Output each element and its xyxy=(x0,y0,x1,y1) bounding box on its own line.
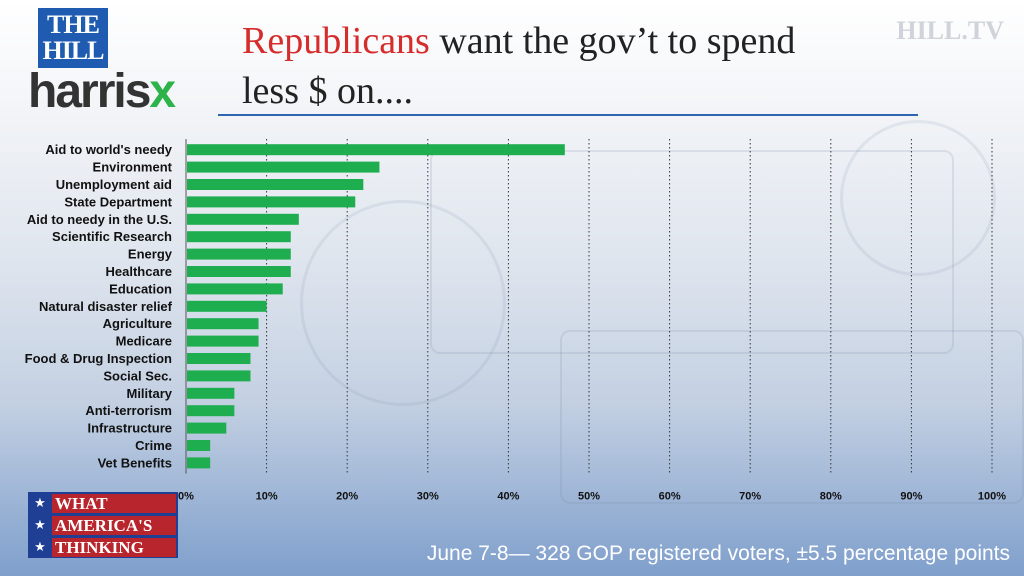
category-label: Unemployment aid xyxy=(56,177,172,192)
x-tick-label: 100% xyxy=(978,491,1006,500)
category-label: Agriculture xyxy=(103,316,172,331)
star-icon: ★ xyxy=(34,539,46,554)
bar xyxy=(187,248,291,260)
hilltv-watermark: HILL.TV xyxy=(896,16,1004,45)
chart-title: Republicans want the gov’t to spend less… xyxy=(242,16,902,116)
category-label: Food & Drug Inspection xyxy=(25,351,172,366)
category-label: Education xyxy=(109,281,172,296)
category-label: Vet Benefits xyxy=(98,455,172,470)
title-underline xyxy=(218,114,918,116)
category-label: Energy xyxy=(128,247,173,262)
bar xyxy=(187,144,565,156)
category-label: State Department xyxy=(64,194,172,209)
category-label: Social Sec. xyxy=(103,368,172,383)
logo-text: x xyxy=(149,65,176,118)
category-label: Environment xyxy=(93,160,173,175)
x-tick-label: 70% xyxy=(739,491,761,500)
category-label: Aid to needy in the U.S. xyxy=(27,212,172,227)
x-tick-label: 20% xyxy=(336,491,358,500)
bar xyxy=(187,370,251,382)
bar xyxy=(187,266,291,277)
bar xyxy=(187,161,380,173)
x-tick-label: 10% xyxy=(256,491,278,500)
bar xyxy=(187,283,283,295)
category-label: Aid to world's needy xyxy=(45,142,172,157)
x-tick-label: 60% xyxy=(659,491,681,500)
bar xyxy=(187,231,291,243)
bar xyxy=(187,440,211,451)
what-americas-thinking-badge: ★ ★ ★ WHAT AMERICA'S THINKING xyxy=(28,492,178,558)
bar xyxy=(187,353,251,364)
category-label: Healthcare xyxy=(106,264,172,279)
bar xyxy=(187,179,364,190)
portrait-watermark xyxy=(300,200,506,406)
logo-text: THE xyxy=(47,10,100,39)
harrisx-logo: harrisx xyxy=(28,64,176,119)
category-label: Scientific Research xyxy=(52,229,172,244)
title-highlight: Republicans xyxy=(242,20,430,62)
the-hill-logo: THE HILL xyxy=(38,8,108,68)
x-tick-label: 30% xyxy=(417,491,439,500)
star-icon: ★ xyxy=(34,517,46,532)
bar xyxy=(187,387,235,399)
category-label: Infrastructure xyxy=(87,421,172,436)
bar xyxy=(187,196,356,208)
x-tick-label: 80% xyxy=(820,491,842,500)
bar xyxy=(187,405,235,417)
bar xyxy=(187,213,299,225)
bar xyxy=(187,335,259,347)
survey-footnote: June 7-8— 328 GOP registered voters, ±5.… xyxy=(426,542,1010,565)
category-label: Medicare xyxy=(116,334,172,349)
category-label: Anti-terrorism xyxy=(85,403,172,418)
bar xyxy=(187,300,267,312)
bar xyxy=(187,422,227,434)
x-tick-label: 90% xyxy=(900,491,922,500)
logo-text: harris xyxy=(28,65,151,118)
category-label: Natural disaster relief xyxy=(39,299,173,314)
category-label: Crime xyxy=(135,438,172,453)
category-label: Military xyxy=(126,386,172,401)
bar-chart: 0% 10% 20% 30% 40% 50% 60% 70% 80% 90% 100% Aid to … xyxy=(25,139,1006,500)
x-tick-label: 40% xyxy=(497,491,519,500)
title-line2: less $ on.... xyxy=(242,70,413,112)
logo-text: HILL xyxy=(42,36,104,65)
badge-line: WHAT xyxy=(52,494,176,513)
bill-watermark xyxy=(560,330,1024,504)
portrait-watermark xyxy=(840,120,996,276)
x-tick-label: 0% xyxy=(178,491,194,500)
badge-line: AMERICA'S xyxy=(52,516,176,535)
bar xyxy=(187,457,211,469)
x-tick-label: 50% xyxy=(578,491,600,500)
bar xyxy=(187,318,259,330)
title-line1: want the gov’t to spend xyxy=(429,20,796,62)
star-icon: ★ xyxy=(34,495,46,510)
badge-line: THINKING xyxy=(52,538,176,557)
